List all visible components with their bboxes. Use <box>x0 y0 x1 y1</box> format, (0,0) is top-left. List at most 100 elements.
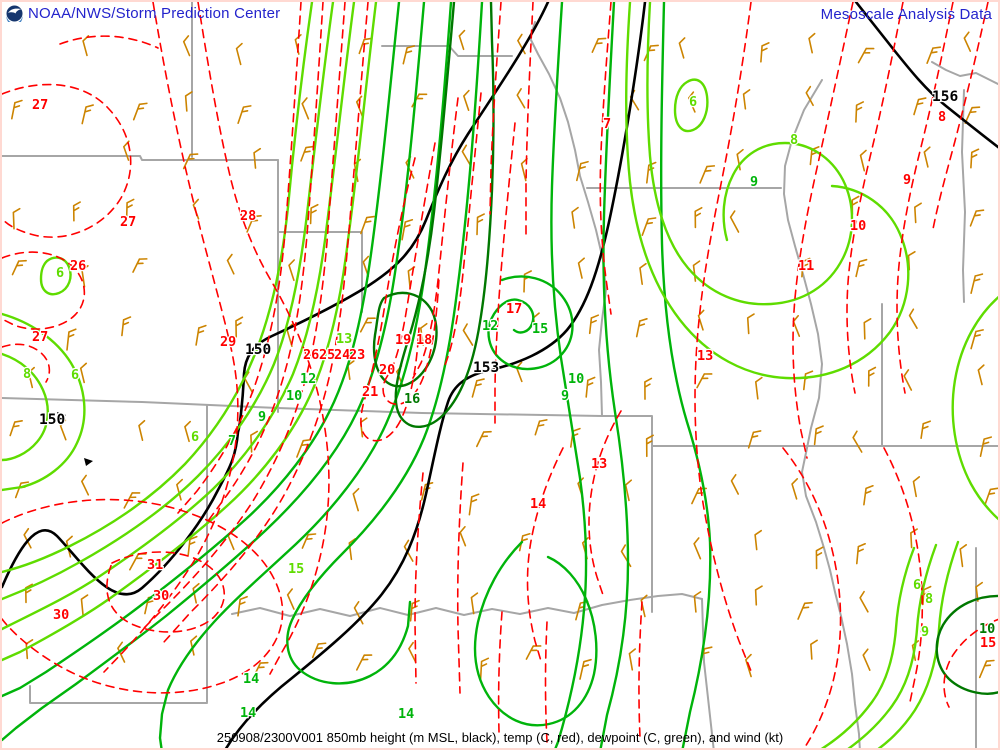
state-border-line <box>529 21 607 417</box>
wind-barb-icon <box>970 329 984 350</box>
dewpoint-contour <box>599 2 630 748</box>
dewpoint-contour <box>659 2 712 748</box>
temp-contour <box>103 2 239 673</box>
wind-barb-icon <box>692 260 701 282</box>
dewpoint-contour-label: 9 <box>561 388 569 404</box>
temp-contour-label: 9 <box>903 172 911 188</box>
wind-barb-icon <box>791 478 799 500</box>
temp-contour <box>360 157 420 442</box>
dewpoint-contour-label: 12 <box>482 318 498 334</box>
wind-barb-icon <box>628 648 637 671</box>
wind-barb-icon <box>810 639 818 660</box>
wind-barbs-layer <box>9 29 998 681</box>
temp-contour-label: 29 <box>220 334 236 350</box>
header-left-title-link[interactable]: NOAA/NWS/Storm Prediction Center <box>28 5 281 22</box>
wind-barb-icon <box>579 658 592 680</box>
temp-contour <box>2 83 132 238</box>
wind-barb-icon <box>970 148 980 169</box>
dewpoint-contour <box>550 2 588 748</box>
wind-barb-icon <box>246 214 262 233</box>
wind-barb-icon <box>815 546 824 570</box>
wind-barb-icon <box>912 476 921 498</box>
temp-contour <box>846 2 904 394</box>
dewpoint-contour-label: 7 <box>228 433 236 449</box>
wind-barb-icon <box>355 654 373 671</box>
temp-contour <box>599 2 612 315</box>
dewpoint-contour <box>394 2 495 428</box>
temp-contour-label: 23 <box>349 347 365 363</box>
wind-barb-icon <box>301 97 310 120</box>
dewpoint-contour-label: 9 <box>258 409 266 425</box>
wind-barb-icon <box>237 105 252 124</box>
wind-barb-icon <box>979 436 993 458</box>
temp-contour-label: 27 <box>32 97 48 113</box>
temp-contour-label: 17 <box>506 301 522 317</box>
wind-barb-icon <box>301 533 317 549</box>
state-border-line <box>381 45 513 57</box>
state-border-line <box>961 89 966 303</box>
height-contour <box>2 2 550 596</box>
wind-barb-icon <box>693 537 702 560</box>
wind-barb-icon <box>575 160 589 182</box>
temp-contour-label: 27 <box>120 214 136 230</box>
temp-contour <box>489 2 502 215</box>
wind-barb-icon <box>635 318 648 338</box>
temp-contour <box>497 611 503 733</box>
wind-barb-icon <box>688 91 696 113</box>
header-right-title-link[interactable]: Mesoscale Analysis Data <box>820 6 992 23</box>
wind-barb-icon <box>644 377 653 400</box>
wind-barb-icon <box>81 104 94 125</box>
wind-barb-icon <box>970 273 984 295</box>
state-border-line <box>2 397 603 417</box>
wind-barb-icon <box>859 590 869 613</box>
dewpoint-contour-label: 8 <box>23 366 31 382</box>
dewpoint-contour <box>935 594 998 695</box>
wind-barb-icon <box>476 213 485 236</box>
temp-contour <box>694 2 752 672</box>
wind-barb-icon <box>195 324 207 346</box>
wind-barb-icon <box>977 364 985 386</box>
wind-barb-icon <box>926 46 942 65</box>
temp-contour-label: 28 <box>240 208 256 224</box>
dewpoint-contour <box>2 2 356 631</box>
wind-barb-icon <box>577 257 585 279</box>
station-marker <box>84 458 93 466</box>
wind-barb-icon <box>419 322 428 347</box>
wind-barb-icon <box>296 438 312 458</box>
wind-barb-icon <box>516 88 526 109</box>
dewpoint-contour-label: 10 <box>286 388 302 404</box>
header-right: Mesoscale Analysis Data <box>821 6 992 24</box>
temp-contour-label: 26 <box>303 347 319 363</box>
height-contour-label: 156 <box>932 89 958 105</box>
wind-barb-icon <box>184 91 193 112</box>
temp-contour <box>197 2 330 675</box>
wind-barb-icon <box>352 487 360 512</box>
wind-barb-icon <box>187 535 198 556</box>
temp-contour <box>163 2 369 643</box>
temp-contour-label: 13 <box>591 456 607 472</box>
header: NOAA/NWS/Storm Prediction Center <box>6 5 280 22</box>
wind-barb-icon <box>797 601 813 620</box>
dewpoint-contour-label: 6 <box>191 429 199 445</box>
temp-contour <box>2 251 86 330</box>
dewpoint-contour-label: 13 <box>336 331 352 347</box>
dewpoint-contour-label: 12 <box>300 371 316 387</box>
wind-barb-icon <box>571 206 579 229</box>
temp-contour <box>526 447 564 662</box>
dewpoint-contour-label: 16 <box>404 391 420 407</box>
wind-barb-icon <box>747 430 762 449</box>
wind-barb-icon <box>923 146 931 168</box>
dewpoint-contour <box>847 543 938 748</box>
temp-contour <box>59 35 159 49</box>
dewpoint-contour <box>473 540 598 727</box>
wind-barb-icon <box>730 473 740 495</box>
dewpoint-contour <box>2 2 335 601</box>
wind-barb-icon <box>802 370 814 391</box>
height-contour-label: 150 <box>245 342 271 358</box>
temp-contour <box>106 551 226 633</box>
wind-barb-icon <box>479 657 490 681</box>
state-border-line <box>931 61 998 86</box>
wind-barb-icon <box>805 85 814 107</box>
